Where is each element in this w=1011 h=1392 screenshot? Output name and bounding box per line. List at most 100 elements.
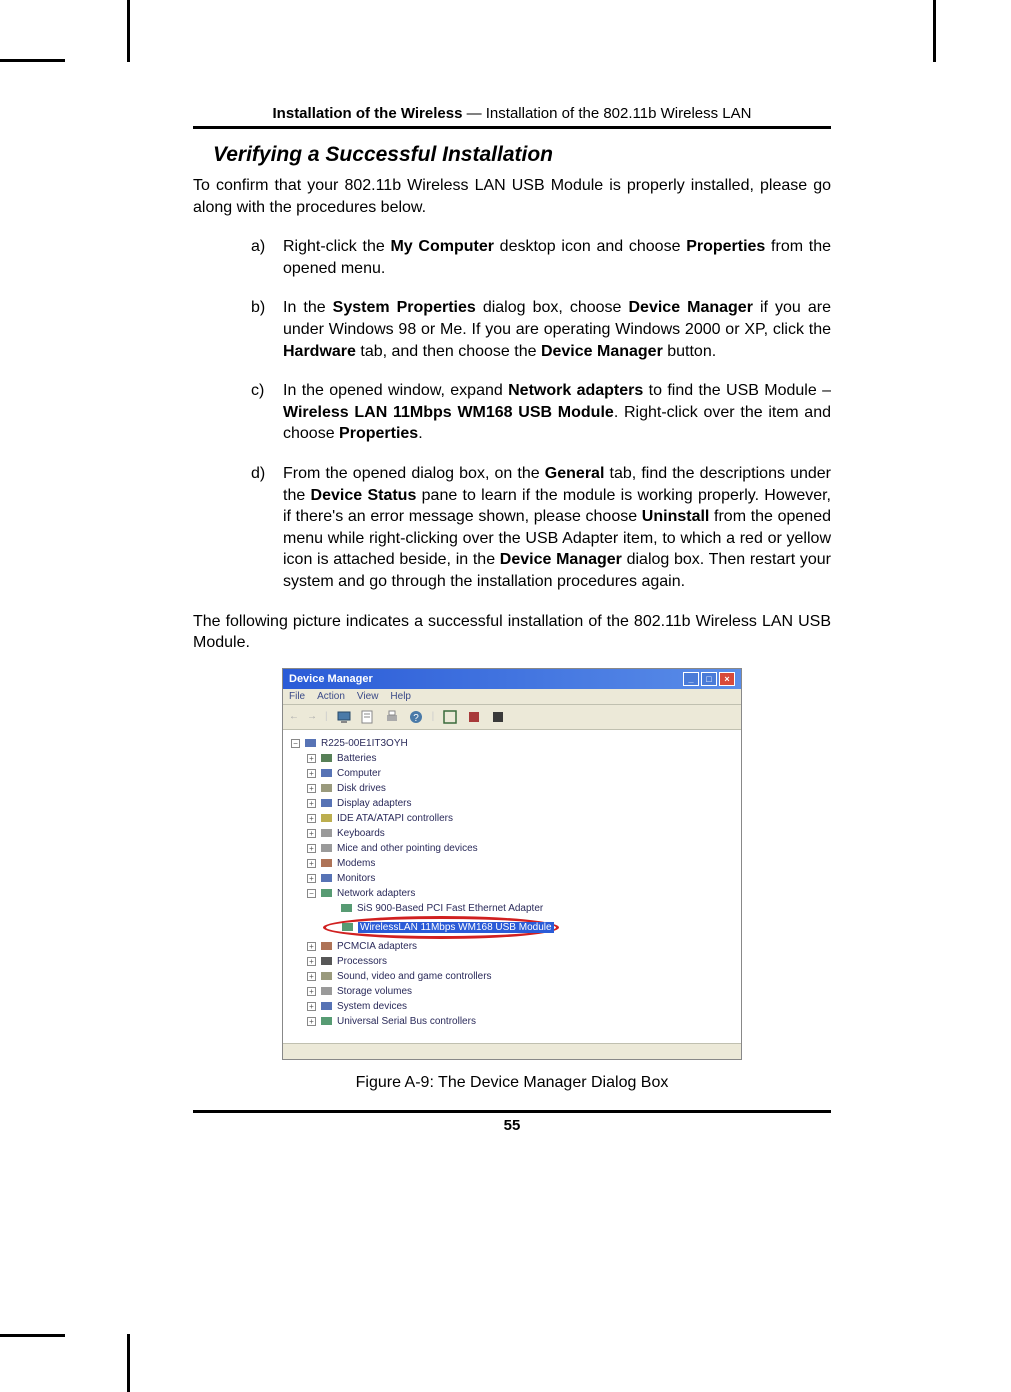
text: . (418, 425, 422, 442)
bold-text: Device Manager (541, 343, 663, 360)
window-titlebar: Device Manager _ □ × (283, 669, 741, 689)
page-header: Installation of the Wireless — Installat… (193, 105, 831, 122)
list-marker: d) (251, 463, 283, 593)
sep: | (432, 711, 435, 722)
bold-text: Wireless LAN 11Mbps WM168 USB Module (283, 404, 614, 421)
expand-box-icon: + (307, 844, 316, 853)
bold-text: My Computer (390, 238, 494, 255)
tree-label: R225-00E1IT3OYH (321, 736, 408, 751)
after-list-paragraph: The following picture indicates a succes… (193, 611, 831, 654)
crop-mark (127, 0, 130, 62)
tree-label: Universal Serial Bus controllers (337, 1014, 476, 1029)
tree-row: + Modems (287, 856, 737, 871)
status-bar (283, 1043, 741, 1059)
header-plain: Installation of the 802.11b Wireless LAN (486, 105, 752, 122)
bold-text: Device Manager (500, 551, 622, 568)
menu-item: Action (317, 691, 345, 702)
menu-item: View (357, 691, 379, 702)
list-marker: b) (251, 297, 283, 362)
tree-row: −Network adapters (287, 886, 737, 901)
header-sep: — (462, 105, 485, 122)
bold-text: Uninstall (642, 508, 710, 525)
list-item: a)Right-click the My Computer desktop ic… (251, 236, 831, 279)
expand-box-icon: + (307, 799, 316, 808)
tree-row: WirelessLAN 11Mbps WM168 USB Module (287, 916, 737, 939)
menu-item: File (289, 691, 305, 702)
tree-row: + Sound, video and game controllers (287, 969, 737, 984)
tree-label: Keyboards (337, 826, 385, 841)
window-title: Device Manager (289, 673, 373, 685)
expand-box-icon: + (307, 859, 316, 868)
expand-box-icon: + (307, 829, 316, 838)
bold-text: Device Status (311, 487, 417, 504)
tree-row: +Display adapters (287, 796, 737, 811)
expand-box-icon: + (307, 814, 316, 823)
list-item: c)In the opened window, expand Network a… (251, 380, 831, 445)
minimize-icon: _ (683, 672, 699, 686)
tree-row: −R225-00E1IT3OYH (287, 736, 737, 751)
header-rule (193, 126, 831, 129)
tree-label: IDE ATA/ATAPI controllers (337, 811, 453, 826)
menu-bar: FileActionViewHelp (283, 689, 741, 705)
page-number: 55 (193, 1117, 831, 1134)
tree-label: PCMCIA adapters (337, 939, 417, 954)
crop-mark (0, 59, 65, 62)
tree-label: Network adapters (337, 886, 415, 901)
highlight-ellipse: WirelessLAN 11Mbps WM168 USB Module (323, 916, 559, 939)
expand-box-icon: + (307, 1002, 316, 1011)
crop-mark (0, 1334, 65, 1337)
list-marker: c) (251, 380, 283, 445)
text: dialog box, choose (476, 299, 629, 316)
bold-text: Hardware (283, 343, 356, 360)
text: From the opened dialog box, on the (283, 465, 545, 482)
tree-row: + Universal Serial Bus controllers (287, 1014, 737, 1029)
tree-label: System devices (337, 999, 407, 1014)
tree-label: Sound, video and game controllers (337, 969, 492, 984)
tree-row: +Disk drives (287, 781, 737, 796)
enable-icon (466, 709, 482, 725)
expand-box-icon: + (307, 972, 316, 981)
device-tree: −R225-00E1IT3OYH+Batteries+Computer+Disk… (283, 730, 741, 1043)
uninstall-icon (490, 709, 506, 725)
back-icon: ← (289, 711, 299, 722)
tree-row: +Monitors (287, 871, 737, 886)
window-controls: _ □ × (683, 672, 735, 686)
list-item: b)In the System Properties dialog box, c… (251, 297, 831, 362)
expand-box-icon: + (307, 957, 316, 966)
expand-box-icon: + (307, 1017, 316, 1026)
tree-label: Processors (337, 954, 387, 969)
svg-text:?: ? (413, 713, 419, 724)
tree-row: +PCMCIA adapters (287, 939, 737, 954)
print-icon (384, 709, 400, 725)
forward-icon: → (307, 711, 317, 722)
tree-label: Modems (337, 856, 375, 871)
list-item: d)From the opened dialog box, on the Gen… (251, 463, 831, 593)
properties-icon (360, 709, 376, 725)
page-content: Installation of the Wireless — Installat… (193, 105, 831, 1134)
text: In the (283, 299, 333, 316)
text: to find the USB Module – (643, 382, 831, 399)
text: Right-click the (283, 238, 390, 255)
bold-text: Device Manager (629, 299, 753, 316)
expand-box-icon: + (307, 874, 316, 883)
help-icon: ? (408, 709, 424, 725)
scan-icon (442, 709, 458, 725)
tree-label: Computer (337, 766, 381, 781)
list-body: In the opened window, expand Network ada… (283, 380, 831, 445)
bold-text: Properties (339, 425, 418, 442)
sep: | (325, 711, 328, 722)
text: tab, and then choose the (356, 343, 541, 360)
text: desktop icon and choose (494, 238, 686, 255)
tree-label: Storage volumes (337, 984, 412, 999)
footer-rule (193, 1110, 831, 1113)
tree-row: +Computer (287, 766, 737, 781)
bold-text: General (545, 465, 605, 482)
section-title: Verifying a Successful Installation (213, 143, 831, 167)
list-body: Right-click the My Computer desktop icon… (283, 236, 831, 279)
bold-text: Properties (686, 238, 765, 255)
text: button. (663, 343, 716, 360)
bold-text: System Properties (333, 299, 476, 316)
tree-row: + Processors (287, 954, 737, 969)
list-body: From the opened dialog box, on the Gener… (283, 463, 831, 593)
ordered-steps: a)Right-click the My Computer desktop ic… (251, 236, 831, 592)
